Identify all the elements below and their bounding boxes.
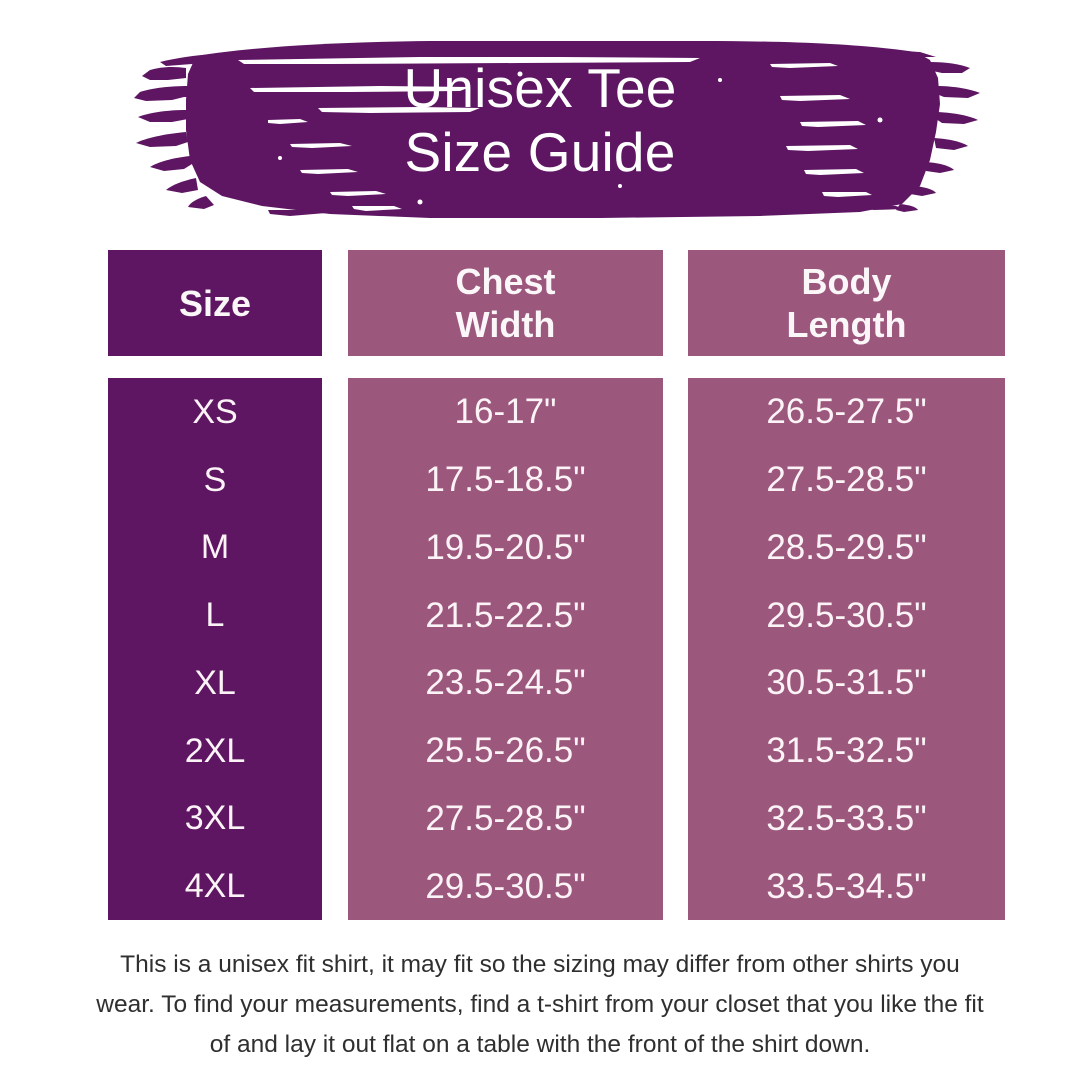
table-cell-chest: 23.5-24.5" [425,663,586,703]
table-cell-body-length: 28.5-29.5" [766,527,927,567]
column-size: Size XS S M L XL 2XL 3XL 4XL [108,250,322,920]
table-cell-size: XL [194,663,236,702]
table-cell-size: XS [192,392,238,431]
size-guide-table: Size XS S M L XL 2XL 3XL 4XL Chest Width… [108,250,1005,920]
table-cell-size: M [200,528,230,567]
table-cell-body-length: 29.5-30.5" [766,595,927,635]
table-cell-body-length: 27.5-28.5" [766,460,927,500]
column-body-size: XS S M L XL 2XL 3XL 4XL [108,378,322,920]
table-cell-size: 2XL [184,731,246,770]
table-cell-chest: 27.5-28.5" [425,798,586,838]
column-header-chest-width: Chest Width [348,250,663,356]
table-cell-chest: 19.5-20.5" [425,527,586,567]
table-cell-chest: 17.5-18.5" [425,460,586,500]
table-cell-size: 4XL [184,867,246,906]
table-cell-size: 3XL [184,799,246,838]
table-cell-size: S [203,460,227,499]
column-body-body-length: 26.5-27.5" 27.5-28.5" 28.5-29.5" 29.5-30… [688,378,1005,920]
column-body-chest-width: 16-17" 17.5-18.5" 19.5-20.5" 21.5-22.5" … [348,378,663,920]
table-cell-body-length: 26.5-27.5" [766,392,927,432]
table-cell-body-length: 33.5-34.5" [766,866,927,906]
table-cell-chest: 25.5-26.5" [425,731,586,771]
column-body-length: Body Length 26.5-27.5" 27.5-28.5" 28.5-2… [688,250,1005,920]
table-cell-chest: 21.5-22.5" [425,595,586,635]
table-cell-body-length: 32.5-33.5" [766,798,927,838]
column-header-size: Size [108,250,322,356]
header-banner: Unisex Tee Size Guide [0,0,1080,240]
table-cell-chest: 16-17" [454,392,557,432]
brush-stroke-shape [134,41,980,218]
table-cell-body-length: 30.5-31.5" [766,663,927,703]
column-chest-width: Chest Width 16-17" 17.5-18.5" 19.5-20.5"… [348,250,663,920]
table-cell-size: L [205,596,225,635]
table-cell-body-length: 31.5-32.5" [766,731,927,771]
table-cell-chest: 29.5-30.5" [425,866,586,906]
page-title: Unisex Tee Size Guide [403,57,677,183]
fit-disclaimer-note: This is a unisex fit shirt, it may fit s… [96,951,984,1058]
column-header-body-length: Body Length [688,250,1005,356]
